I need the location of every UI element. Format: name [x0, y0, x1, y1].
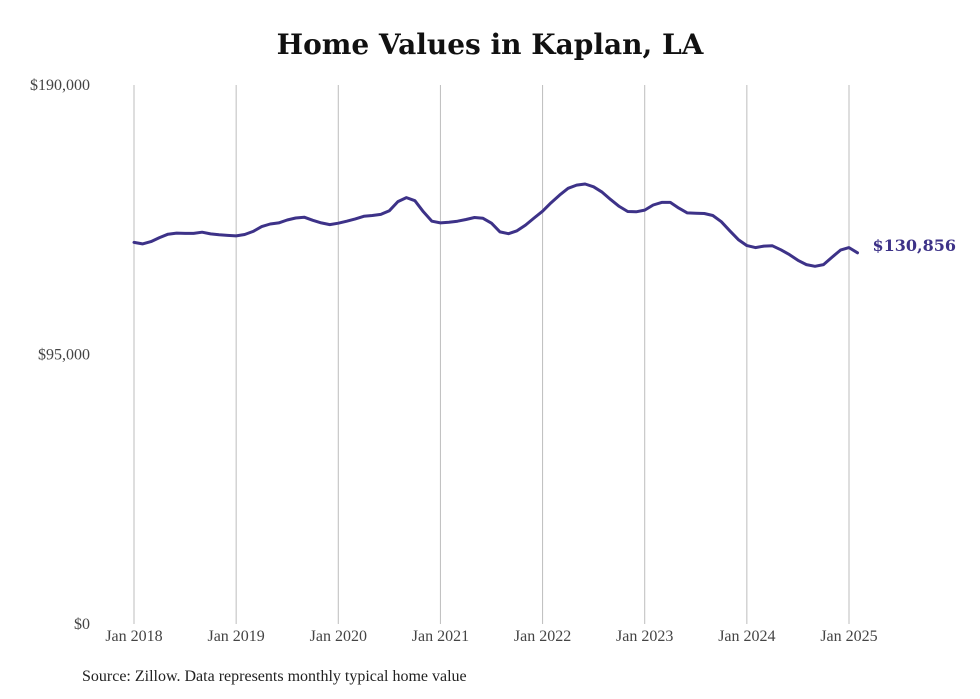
- source-note: Source: Zillow. Data represents monthly …: [82, 668, 467, 685]
- x-tick-label: Jan 2023: [616, 628, 673, 645]
- x-tick-label: Jan 2021: [412, 628, 469, 645]
- last-value-label: $130,856: [873, 236, 957, 255]
- x-tick-label: Jan 2024: [718, 628, 775, 645]
- y-axis-ticks: $0 $95,000 $190,000: [30, 77, 90, 633]
- chart-title: Home Values in Kaplan, LA: [276, 28, 704, 61]
- series-line: [132, 182, 859, 268]
- y-tick-label: $95,000: [38, 347, 90, 364]
- gridlines: [133, 85, 850, 624]
- y-tick-label: $190,000: [30, 77, 90, 94]
- y-tick-label: $0: [74, 616, 90, 633]
- x-axis-ticks: Jan 2018 Jan 2019 Jan 2020 Jan 2021 Jan 2022…: [105, 628, 877, 645]
- x-tick-label: Jan 2022: [514, 628, 571, 645]
- x-tick-label: Jan 2025: [820, 628, 877, 645]
- x-tick-label: Jan 2019: [207, 628, 264, 645]
- x-tick-label: Jan 2020: [310, 628, 367, 645]
- x-tick-label: Jan 2018: [105, 628, 162, 645]
